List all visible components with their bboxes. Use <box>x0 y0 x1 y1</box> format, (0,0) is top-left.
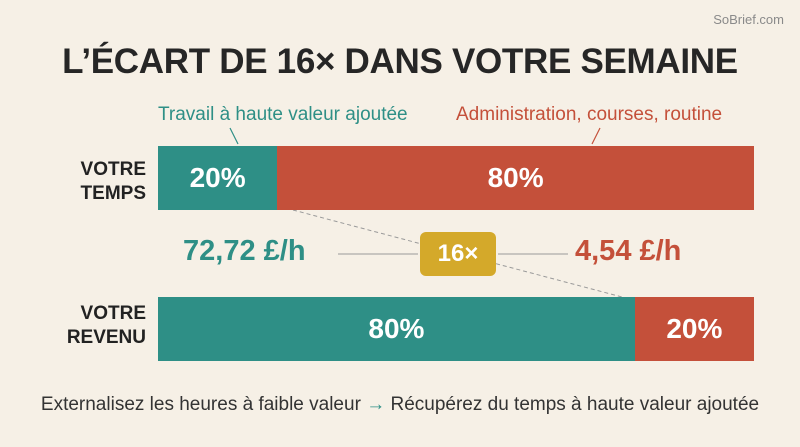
legend-left-pointer <box>229 127 239 145</box>
income-segment-low-value: 20% <box>634 297 754 361</box>
row-label-time: VOTRE TEMPS <box>80 159 146 204</box>
chart-title: L’ÉCART DE 16× DANS VOTRE SEMAINE <box>62 42 738 81</box>
time-bar: 20% 80% <box>158 146 754 210</box>
row-label-income: VOTRE REVENU <box>66 303 146 348</box>
income-bar: 80% 20% <box>158 297 754 361</box>
rate-low-value: 4,54 £/h <box>575 235 682 267</box>
footer-caption: Externalisez les heures à faible valeur … <box>0 394 800 416</box>
watermark: SoBrief.com <box>713 12 784 27</box>
ratio-badge: 16× <box>420 232 496 276</box>
income-segment-high-value: 80% <box>158 297 635 361</box>
footer-left-text: Externalisez les heures à faible valeur <box>40 394 361 415</box>
legend-high-value: Travail à haute valeur ajoutée <box>158 104 408 125</box>
time-segment-low-value: 80% <box>277 146 754 210</box>
legend-low-value: Administration, courses, routine <box>456 104 723 125</box>
arrow-right-icon: → <box>366 394 386 415</box>
rate-high-value: 72,72 £/h <box>183 235 306 267</box>
footer-right-text: Récupérez du temps à haute valeur ajouté… <box>390 394 760 415</box>
time-segment-high-value: 20% <box>158 146 278 210</box>
legend-right-pointer <box>591 127 601 145</box>
